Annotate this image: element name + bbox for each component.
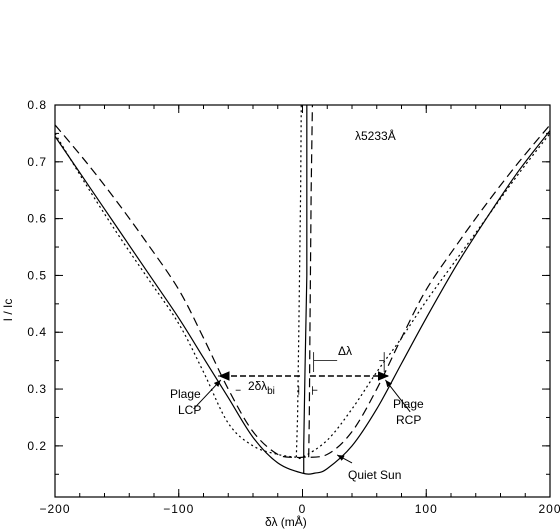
annotation-plage-lcp-line2: LCP xyxy=(178,403,201,417)
annotation-two-delta-lambda-bi-sub: bi xyxy=(267,386,275,397)
y-tick-label: 0.7 xyxy=(27,155,47,169)
bisector-line-solid xyxy=(303,105,308,474)
x-tick-label: 0 xyxy=(299,502,307,516)
series-line-solid xyxy=(55,130,550,475)
bisector-line-dotted xyxy=(295,105,302,458)
annotations-group xyxy=(193,352,411,464)
plage-lcp-arrow xyxy=(193,379,222,410)
annotation-plage-lcp-line1: Plage xyxy=(170,387,201,401)
plot-frame xyxy=(54,104,551,498)
series-line-dotted xyxy=(55,133,550,460)
y-tick-label: 0.2 xyxy=(27,439,47,453)
annotation-two-delta-lambda-bi: 2δλbi xyxy=(248,379,275,397)
plot-border xyxy=(54,104,551,498)
annotation-two-delta-lambda-bi-main: 2δλ xyxy=(248,379,267,393)
y-tick-label: 0.5 xyxy=(27,268,47,282)
y-tick-label: 0.8 xyxy=(27,98,47,112)
x-axis-title: δλ (mÅ) xyxy=(265,514,307,529)
x-tick-label: 100 xyxy=(415,502,438,516)
y-tick-label: 0.3 xyxy=(27,382,47,396)
annotation-delta-lambda: Δλ xyxy=(338,344,352,358)
annotation-plage-rcp-line2: RCP xyxy=(396,413,421,427)
y-tick-label: 0.4 xyxy=(27,325,47,339)
chart-title: λ5233Å xyxy=(355,128,396,143)
annotation-quiet-sun: Quiet Sun xyxy=(348,468,401,482)
quiet-sun-arrow xyxy=(336,454,353,464)
annotation-plage-rcp-line1: Plage xyxy=(393,397,424,411)
x-tick-label: −200 xyxy=(39,502,70,516)
plage-rcp-arrow xyxy=(385,379,411,413)
y-axis-title: I / Ic xyxy=(1,299,15,322)
axis-ticks: −200 −100 0 100 200 0.2 0.3 0.4 0.5 0.6 0.7 0.8 xyxy=(27,98,560,516)
x-tick-label: −100 xyxy=(163,502,194,516)
x-tick-label: 200 xyxy=(538,502,560,516)
series-line-dashed xyxy=(55,124,550,459)
y-tick-label: 0.6 xyxy=(27,212,47,226)
bisector-line-dashed xyxy=(308,105,313,458)
series-group xyxy=(55,105,550,475)
